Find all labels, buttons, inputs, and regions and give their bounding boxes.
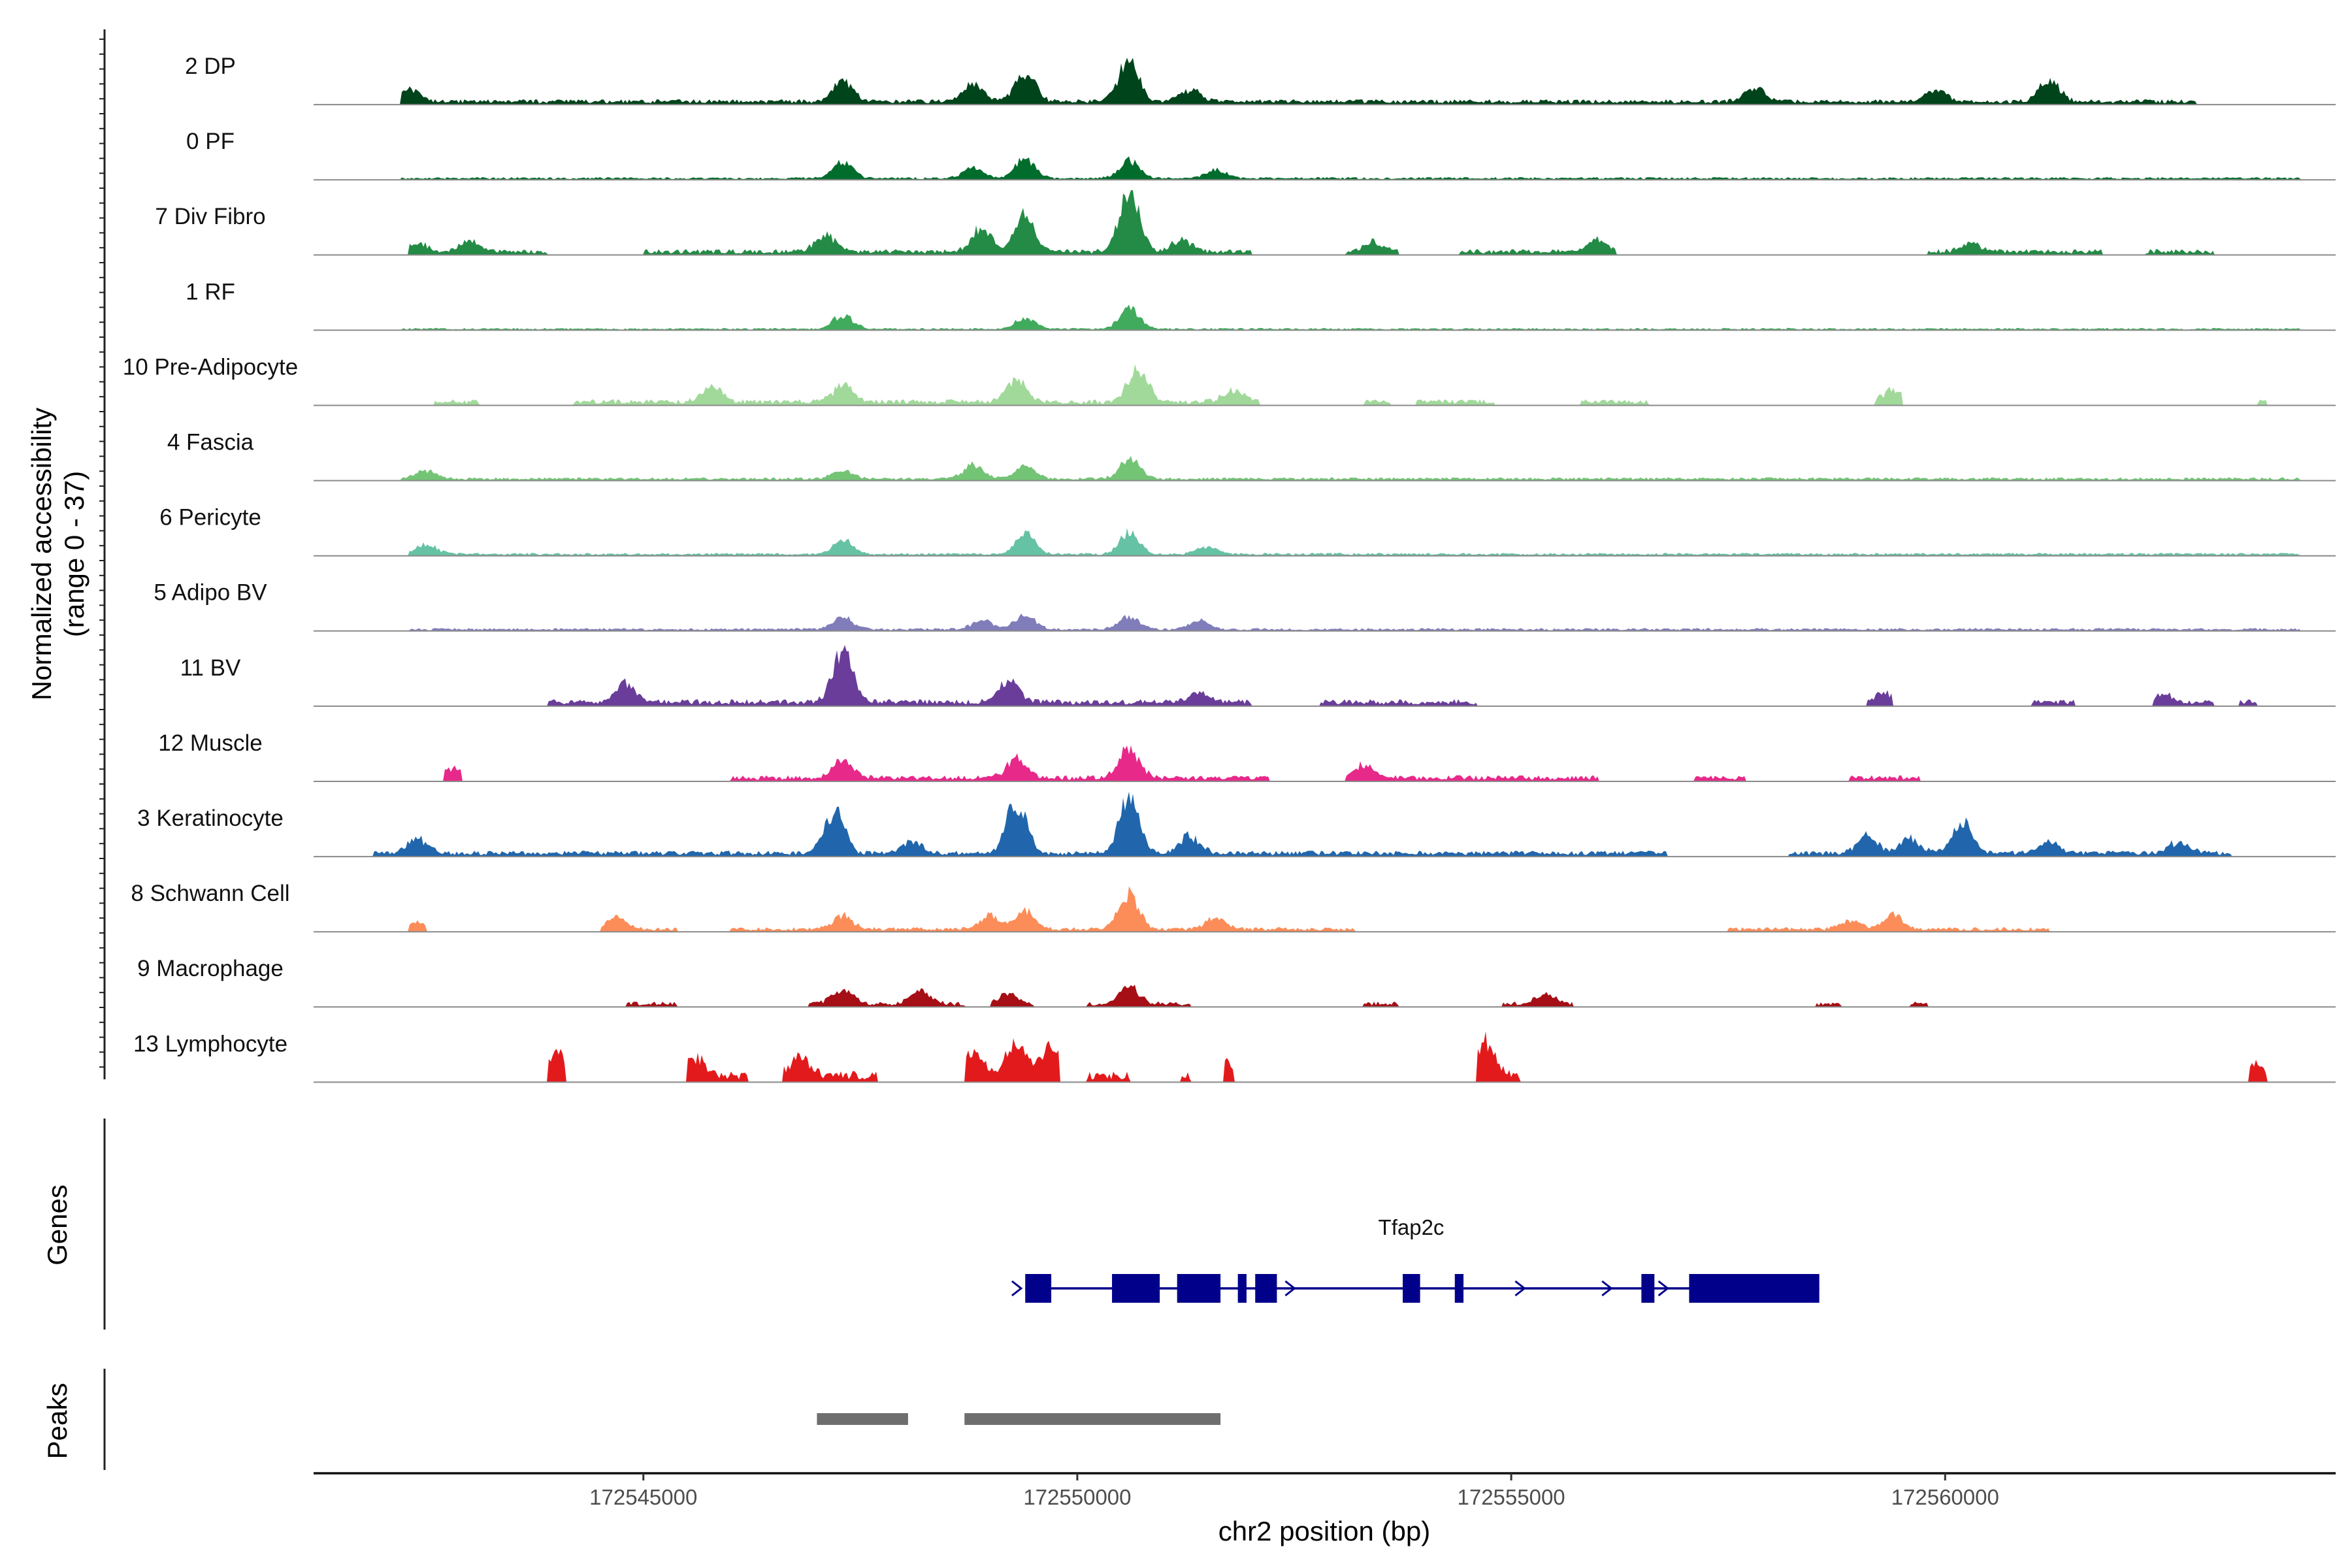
track-3-keratinocyte <box>314 791 2336 858</box>
strand-arrow <box>1284 1280 1296 1297</box>
coverage-area-11-bv <box>314 645 2336 706</box>
peak-region-bar <box>964 1413 1221 1425</box>
track-label-10-pre-adipocyte: 10 Pre-Adipocyte <box>123 354 298 380</box>
strand-arrow <box>1011 1280 1023 1297</box>
track-4-fascia <box>314 455 2336 482</box>
gene-exon <box>1454 1274 1464 1303</box>
coverage-area-8-schwann-cell <box>314 886 2336 932</box>
x-axis-ticks: 172545000 172550000 172555000 172560000 <box>589 1473 1999 1509</box>
gene-exon <box>1237 1274 1247 1303</box>
gene-exon <box>1025 1274 1052 1303</box>
coverage-area-10-pre-adipocyte <box>314 364 2336 406</box>
track-label-0-pf: 0 PF <box>186 129 235 154</box>
track-label-13-lymphocyte: 13 Lymphocyte <box>133 1031 287 1056</box>
track-11-bv <box>314 645 2336 707</box>
coverage-area-0-pf <box>314 156 2336 180</box>
track-label-12-muscle: 12 Muscle <box>158 730 263 756</box>
x-tick-label: 172555000 <box>1457 1485 1565 1509</box>
coverage-area-7-div-fibro <box>314 190 2336 255</box>
coverage-y-axis-ticks <box>99 39 105 1068</box>
coverage-area-2-dp <box>314 57 2336 105</box>
track-label-9-macrophage: 9 Macrophage <box>137 956 284 981</box>
x-tick-label: 172545000 <box>589 1485 697 1509</box>
gene-exon <box>1112 1274 1160 1303</box>
strand-arrow <box>1658 1280 1669 1297</box>
genes-track-label: Genes <box>42 1184 73 1266</box>
track-label-7-div-fibro: 7 Div Fibro <box>155 204 265 229</box>
track-9-macrophage <box>314 985 2336 1008</box>
x-axis-title: chr2 position (bp) <box>1218 1516 1431 1546</box>
track-10-pre-adipocyte <box>314 364 2336 406</box>
track-0-pf <box>314 156 2336 181</box>
gene-exon <box>1177 1274 1221 1303</box>
gene-name-label: Tfap2c <box>1379 1215 1445 1239</box>
track-7-div-fibro <box>314 190 2336 256</box>
track-1-rf <box>314 304 2336 331</box>
x-tick-label: 172560000 <box>1891 1485 1999 1509</box>
gene-exon <box>1641 1274 1655 1303</box>
coverage-area-4-fascia <box>314 455 2336 481</box>
gene-exon <box>1255 1274 1277 1303</box>
x-tick-label: 172550000 <box>1023 1485 1131 1509</box>
gene-exon <box>1689 1274 1820 1303</box>
strand-arrow <box>1514 1280 1526 1297</box>
gene-model-tfap2c: Tfap2c <box>1011 1215 1820 1303</box>
track-label-3-keratinocyte: 3 Keratinocyte <box>137 806 284 831</box>
track-label-1-rf: 1 RF <box>186 279 235 304</box>
coverage-area-9-macrophage <box>314 985 2336 1007</box>
strand-arrow <box>1601 1280 1613 1297</box>
track-5-adipo-bv <box>314 613 2336 632</box>
track-label-6-pericyte: 6 Pericyte <box>159 505 261 531</box>
coverage-area-3-keratinocyte <box>314 791 2336 857</box>
track-8-schwann-cell <box>314 886 2336 933</box>
track-13-lymphocyte <box>314 1031 2336 1083</box>
track-12-muscle <box>314 745 2336 782</box>
gene-exon <box>1403 1274 1420 1303</box>
y-axis-title-line1: Normalized accessibility <box>26 408 57 700</box>
track-label-4-fascia: 4 Fascia <box>167 430 254 455</box>
track-label-5-adipo-bv: 5 Adipo BV <box>154 580 267 606</box>
peak-region-bar <box>817 1413 908 1425</box>
peaks-track-label: Peaks <box>42 1383 73 1460</box>
y-axis-title-line2: (range 0 - 37) <box>59 471 90 637</box>
coverage-tracks <box>314 57 2336 1083</box>
track-label-2-dp: 2 DP <box>185 54 236 79</box>
peak-regions <box>817 1413 1221 1425</box>
track-label-8-schwann-cell: 8 Schwann Cell <box>131 881 289 906</box>
coverage-area-12-muscle <box>314 745 2336 781</box>
coverage-area-5-adipo-bv <box>314 613 2336 631</box>
coverage-area-13-lymphocyte <box>314 1031 2336 1083</box>
coverage-area-6-pericyte <box>314 528 2336 556</box>
track-2-dp <box>314 57 2336 106</box>
track-label-11-bv: 11 BV <box>180 655 241 681</box>
track-labels: 2 DP 0 PF 7 Div Fibro 1 RF 10 Pre-Adipocyte 4… <box>123 54 298 1056</box>
track-6-pericyte <box>314 528 2336 557</box>
coverage-area-1-rf <box>314 304 2336 331</box>
